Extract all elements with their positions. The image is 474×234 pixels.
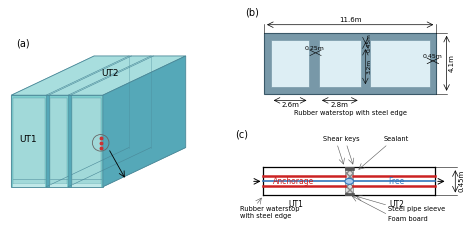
Bar bbox=[370, 40, 429, 87]
Bar bbox=[72, 183, 101, 187]
Polygon shape bbox=[11, 56, 186, 95]
Text: UT1: UT1 bbox=[19, 135, 36, 144]
Bar bbox=[264, 33, 436, 94]
Text: Foam board: Foam board bbox=[388, 216, 428, 222]
Text: 2.8m: 2.8m bbox=[331, 102, 349, 108]
Bar bbox=[50, 99, 67, 183]
Bar bbox=[72, 99, 101, 183]
Polygon shape bbox=[11, 147, 186, 187]
Bar bbox=[264, 33, 436, 94]
Bar bbox=[345, 193, 354, 195]
Text: UT2: UT2 bbox=[389, 200, 404, 209]
Text: (c): (c) bbox=[236, 130, 248, 140]
Bar bbox=[50, 183, 67, 187]
Text: UT2: UT2 bbox=[101, 69, 119, 78]
Polygon shape bbox=[103, 56, 186, 187]
Text: 0.45m: 0.45m bbox=[423, 54, 443, 59]
Polygon shape bbox=[11, 56, 94, 187]
Bar bbox=[13, 99, 45, 183]
Bar bbox=[346, 167, 353, 195]
Text: Steel pipe sleeve: Steel pipe sleeve bbox=[388, 206, 446, 212]
Text: 4.1m: 4.1m bbox=[449, 54, 455, 72]
Bar bbox=[345, 167, 354, 170]
Ellipse shape bbox=[345, 178, 354, 184]
Text: 2.6m: 2.6m bbox=[281, 102, 299, 108]
Text: 0.45m: 0.45m bbox=[458, 170, 464, 193]
Text: (a): (a) bbox=[16, 39, 29, 48]
Bar bbox=[271, 40, 310, 87]
Text: UT1: UT1 bbox=[289, 200, 303, 209]
Bar bbox=[13, 183, 45, 187]
Text: Rubber waterstop
with steel edge: Rubber waterstop with steel edge bbox=[240, 206, 300, 219]
Text: Free: Free bbox=[388, 177, 404, 186]
Text: Shear keys: Shear keys bbox=[323, 136, 360, 142]
Bar bbox=[319, 40, 361, 87]
Bar bbox=[46, 95, 49, 187]
Text: Rubber waterstop with steel edge: Rubber waterstop with steel edge bbox=[294, 110, 407, 116]
Text: 11.6m: 11.6m bbox=[339, 17, 361, 23]
Text: Sealant: Sealant bbox=[383, 136, 409, 142]
Text: 0.25m: 0.25m bbox=[304, 46, 324, 51]
Polygon shape bbox=[11, 95, 103, 187]
Text: 3.2m: 3.2m bbox=[367, 59, 372, 74]
Text: (b): (b) bbox=[245, 8, 259, 18]
Bar bbox=[68, 95, 71, 187]
Text: 0.45m: 0.45m bbox=[367, 33, 372, 52]
Text: Anchorage: Anchorage bbox=[273, 177, 314, 186]
